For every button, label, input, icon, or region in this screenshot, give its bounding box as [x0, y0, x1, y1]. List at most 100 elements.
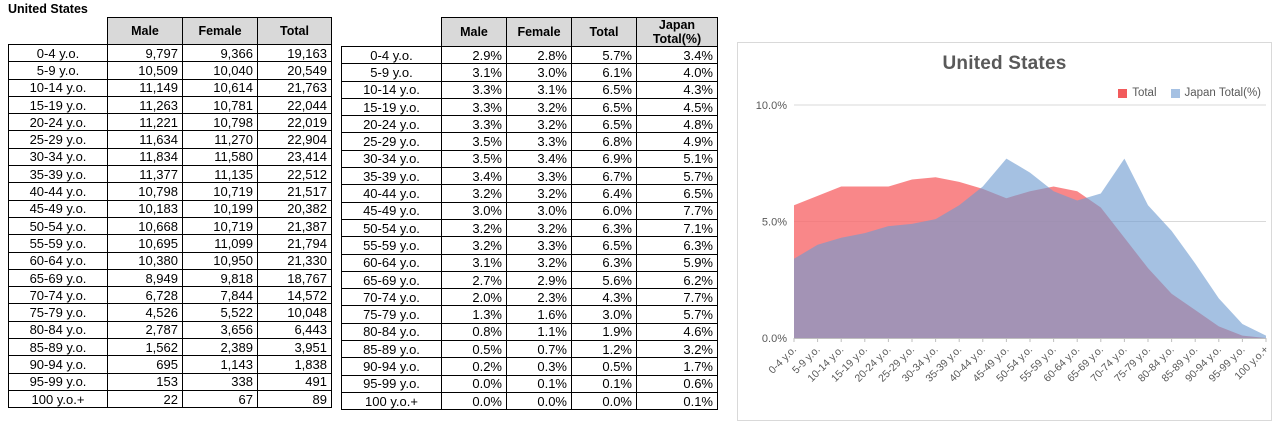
row-label-cell[interactable]: 10-14 y.o.: [8, 78, 108, 97]
value-cell[interactable]: 11,221: [107, 113, 183, 132]
row-label-cell[interactable]: 90-94 y.o.: [8, 355, 108, 374]
value-cell[interactable]: 5.7%: [636, 305, 718, 324]
value-cell[interactable]: 3.2%: [441, 218, 507, 238]
value-cell[interactable]: 9,818: [182, 268, 258, 288]
value-cell[interactable]: 4.3%: [571, 288, 637, 307]
value-cell[interactable]: 0.0%: [441, 374, 507, 393]
value-cell[interactable]: 0.5%: [571, 357, 637, 376]
value-cell[interactable]: 22: [107, 389, 183, 409]
value-cell[interactable]: 4.9%: [636, 132, 718, 151]
value-cell[interactable]: 11,377: [107, 165, 183, 184]
value-cell[interactable]: 7.7%: [636, 201, 718, 220]
column-header[interactable]: Total: [571, 17, 637, 47]
value-cell[interactable]: 11,580: [182, 147, 258, 167]
corner-cell[interactable]: [9, 18, 108, 45]
value-cell[interactable]: 6,728: [107, 286, 183, 305]
row-label-cell[interactable]: 35-39 y.o.: [8, 165, 108, 184]
row-label-cell[interactable]: 95-99 y.o.: [341, 374, 442, 393]
row-label-cell[interactable]: 25-29 y.o.: [8, 130, 108, 149]
value-cell[interactable]: 7,844: [182, 286, 258, 305]
value-cell[interactable]: 19,163: [257, 43, 332, 63]
value-cell[interactable]: 1.1%: [506, 322, 572, 342]
value-cell[interactable]: 338: [182, 372, 258, 391]
value-cell[interactable]: 3,951: [257, 338, 332, 357]
value-cell[interactable]: 1.9%: [571, 322, 637, 342]
value-cell[interactable]: 7.1%: [636, 218, 718, 238]
value-cell[interactable]: 10,614: [182, 78, 258, 97]
value-cell[interactable]: 4.6%: [636, 322, 718, 342]
value-cell[interactable]: 3.2%: [506, 97, 572, 117]
row-label-cell[interactable]: 85-89 y.o.: [8, 338, 108, 357]
row-label-cell[interactable]: 65-69 y.o.: [341, 270, 442, 290]
value-cell[interactable]: 4.3%: [636, 80, 718, 99]
value-cell[interactable]: 11,099: [182, 234, 258, 253]
row-label-cell[interactable]: 35-39 y.o.: [341, 167, 442, 186]
row-label-cell[interactable]: 40-44 y.o.: [341, 184, 442, 203]
value-cell[interactable]: 1.3%: [441, 305, 507, 324]
value-cell[interactable]: 1,838: [257, 355, 332, 374]
value-cell[interactable]: 4.0%: [636, 63, 718, 82]
value-cell[interactable]: 6.9%: [571, 149, 637, 169]
value-cell[interactable]: 20,382: [257, 199, 332, 218]
value-cell[interactable]: 21,330: [257, 251, 332, 270]
value-cell[interactable]: 0.0%: [571, 391, 637, 411]
row-label-cell[interactable]: 75-79 y.o.: [8, 303, 108, 322]
value-cell[interactable]: 18,767: [257, 268, 332, 288]
row-label-cell[interactable]: 100 y.o.+: [341, 391, 442, 411]
value-cell[interactable]: 0.7%: [506, 340, 572, 359]
value-cell[interactable]: 3.0%: [571, 305, 637, 324]
row-label-cell[interactable]: 85-89 y.o.: [341, 340, 442, 359]
value-cell[interactable]: 10,509: [107, 61, 183, 80]
value-cell[interactable]: 5.9%: [636, 253, 718, 272]
value-cell[interactable]: 0.8%: [441, 322, 507, 342]
value-cell[interactable]: 3.2%: [636, 340, 718, 359]
value-cell[interactable]: 2,389: [182, 338, 258, 357]
value-cell[interactable]: 3.2%: [506, 253, 572, 272]
value-cell[interactable]: 0.1%: [571, 374, 637, 393]
row-label-cell[interactable]: 80-84 y.o.: [341, 322, 442, 342]
value-cell[interactable]: 3.2%: [506, 115, 572, 134]
value-cell[interactable]: 2.3%: [506, 288, 572, 307]
value-cell[interactable]: 3.4%: [636, 45, 718, 65]
value-cell[interactable]: 4.5%: [636, 97, 718, 117]
value-cell[interactable]: 695: [107, 355, 183, 374]
value-cell[interactable]: 11,634: [107, 130, 183, 149]
column-header[interactable]: Total: [257, 17, 332, 45]
value-cell[interactable]: 2.0%: [441, 288, 507, 307]
value-cell[interactable]: 4,526: [107, 303, 183, 322]
value-cell[interactable]: 5.7%: [636, 167, 718, 186]
value-cell[interactable]: 1,562: [107, 338, 183, 357]
value-cell[interactable]: 6.5%: [571, 115, 637, 134]
legend-item-japan-total[interactable]: Japan Total(%): [1170, 87, 1261, 99]
value-cell[interactable]: 22,512: [257, 165, 332, 184]
row-label-cell[interactable]: 0-4 y.o.: [341, 45, 442, 65]
value-cell[interactable]: 14,572: [257, 286, 332, 305]
value-cell[interactable]: 6.8%: [571, 132, 637, 151]
value-cell[interactable]: 6.5%: [571, 80, 637, 99]
value-cell[interactable]: 67: [182, 389, 258, 409]
row-label-cell[interactable]: 50-54 y.o.: [341, 218, 442, 238]
value-cell[interactable]: 10,950: [182, 251, 258, 270]
row-label-cell[interactable]: 70-74 y.o.: [341, 288, 442, 307]
value-cell[interactable]: 3.1%: [506, 80, 572, 99]
row-label-cell[interactable]: 5-9 y.o.: [341, 63, 442, 82]
row-label-cell[interactable]: 0-4 y.o.: [8, 43, 108, 63]
column-header[interactable]: Male: [441, 17, 507, 47]
value-cell[interactable]: 0.0%: [506, 391, 572, 411]
value-cell[interactable]: 3.3%: [506, 132, 572, 151]
value-cell[interactable]: 5.1%: [636, 149, 718, 169]
value-cell[interactable]: 6.0%: [571, 201, 637, 220]
column-header[interactable]: Japan Total(%): [636, 17, 718, 47]
value-cell[interactable]: 10,048: [257, 303, 332, 322]
row-label-cell[interactable]: 20-24 y.o.: [341, 115, 442, 134]
value-cell[interactable]: 6.3%: [571, 253, 637, 272]
value-cell[interactable]: 10,668: [107, 216, 183, 236]
column-header[interactable]: Female: [182, 17, 258, 45]
value-cell[interactable]: 22,019: [257, 113, 332, 132]
value-cell[interactable]: 2,787: [107, 320, 183, 340]
column-header[interactable]: Male: [107, 17, 183, 45]
value-cell[interactable]: 6,443: [257, 320, 332, 340]
value-cell[interactable]: 3.5%: [441, 149, 507, 169]
value-cell[interactable]: 6.7%: [571, 167, 637, 186]
value-cell[interactable]: 21,794: [257, 234, 332, 253]
